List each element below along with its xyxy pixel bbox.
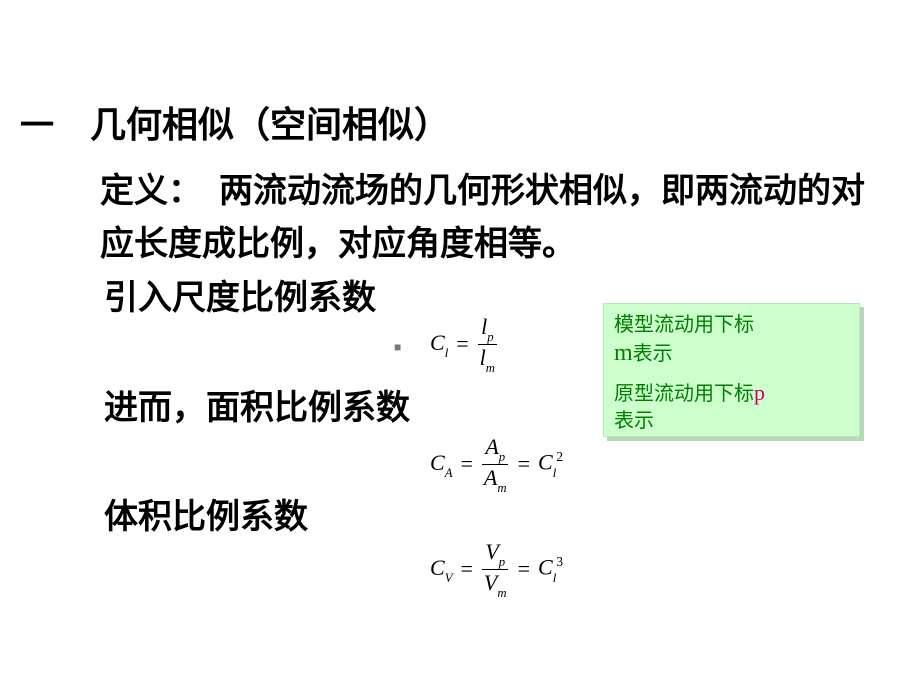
formula-area-ratio: CA = Ap Am = Cl2 bbox=[430, 435, 563, 494]
sub-A: A bbox=[445, 466, 453, 480]
slide: 一 几何相似（空间相似） 定义： 两流动流场的几何形状相似，即两流动的对应长度成… bbox=[0, 0, 920, 690]
equals-sign: = bbox=[458, 556, 474, 582]
var-C: C bbox=[538, 450, 553, 475]
sub-p: p bbox=[499, 450, 505, 464]
section-number: 一 bbox=[20, 98, 54, 147]
sub-l: l bbox=[553, 466, 557, 480]
note-text: 表示 bbox=[633, 343, 673, 365]
fraction: lp lm bbox=[477, 315, 498, 374]
var-C: C bbox=[538, 555, 553, 580]
fraction: Vp Vm bbox=[481, 540, 510, 599]
sub-l: l bbox=[445, 346, 449, 360]
sup-2: 2 bbox=[556, 449, 563, 464]
var-C: C bbox=[430, 450, 445, 475]
sub-m: m bbox=[497, 586, 506, 600]
note-text: 模型流动用下标 bbox=[614, 314, 754, 336]
line-volume-scale: 体积比例系数 bbox=[104, 489, 308, 538]
fraction: Ap Am bbox=[481, 435, 510, 494]
bullet-marker: ■ bbox=[394, 340, 401, 355]
note-line-prototype: 原型流动用下标p 表示 bbox=[614, 379, 849, 434]
note-subscript-m: m bbox=[614, 340, 633, 366]
sub-V: V bbox=[445, 571, 453, 585]
note-box: 模型流动用下标 m表示 原型流动用下标p 表示 bbox=[603, 303, 860, 437]
var-V: V bbox=[485, 539, 498, 564]
equals-sign: = bbox=[516, 451, 532, 477]
section-title: 几何相似（空间相似） bbox=[90, 96, 450, 148]
equals-sign: = bbox=[458, 451, 474, 477]
var-C: C bbox=[430, 555, 445, 580]
equals-sign: = bbox=[516, 556, 532, 582]
formula-length-ratio: Cl = lp lm bbox=[430, 315, 498, 374]
var-A: A bbox=[484, 465, 497, 490]
sub-p: p bbox=[499, 555, 505, 569]
sub-l: l bbox=[553, 571, 557, 585]
formula-volume-ratio: CV = Vp Vm = Cl3 bbox=[430, 540, 563, 599]
equals-sign: = bbox=[454, 331, 470, 357]
var-C: C bbox=[430, 330, 445, 355]
var-l: l bbox=[480, 345, 486, 370]
sup-3: 3 bbox=[556, 554, 563, 569]
var-A: A bbox=[485, 434, 498, 459]
definition-text: 定义： 两流动流场的几何形状相似，即两流动的对应长度成比例，对应角度相等。 bbox=[100, 166, 880, 271]
sub-p: p bbox=[487, 330, 493, 344]
var-V: V bbox=[484, 570, 497, 595]
sub-m: m bbox=[486, 361, 495, 375]
note-text: 表示 bbox=[614, 410, 654, 432]
note-subscript-p: p bbox=[754, 380, 765, 405]
line-area-scale: 进而，面积比例系数 bbox=[104, 380, 410, 429]
note-text: 原型流动用下标 bbox=[614, 383, 754, 405]
sub-m: m bbox=[497, 481, 506, 495]
note-line-model: 模型流动用下标 m表示 bbox=[614, 312, 849, 369]
line-intro-scale: 引入尺度比例系数 bbox=[104, 270, 376, 319]
